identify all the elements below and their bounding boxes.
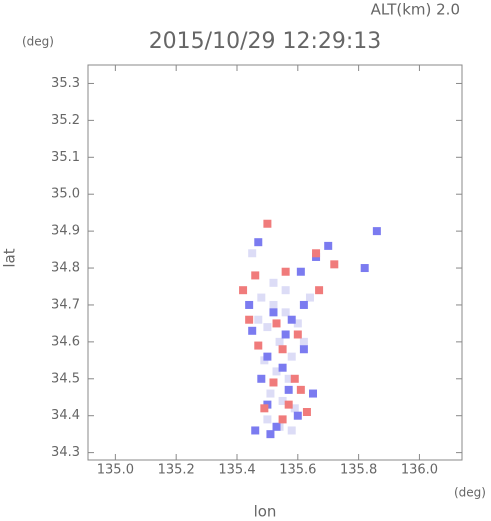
data-cell bbox=[290, 404, 299, 413]
data-cell bbox=[305, 293, 314, 302]
data-cell bbox=[287, 426, 296, 435]
data-cell bbox=[257, 293, 266, 302]
data-cell bbox=[284, 400, 293, 409]
y-tick-label: 34.3 bbox=[51, 445, 80, 460]
data-cell bbox=[293, 330, 302, 339]
data-cell bbox=[330, 260, 339, 269]
annotation: ALT(km) 2.0 bbox=[371, 1, 460, 19]
data-cell bbox=[296, 385, 305, 394]
data-cell bbox=[248, 249, 257, 258]
x-tick-label: 135.0 bbox=[97, 463, 134, 478]
data-cell bbox=[272, 422, 281, 431]
x-unit: (deg) bbox=[454, 486, 486, 500]
data-cell bbox=[272, 367, 281, 376]
data-cell bbox=[248, 326, 257, 335]
data-cell bbox=[360, 264, 369, 273]
data-cell bbox=[299, 345, 308, 354]
y-tick-label: 35.1 bbox=[51, 150, 80, 165]
data-cell bbox=[269, 378, 278, 387]
y-tick-label: 34.7 bbox=[51, 297, 80, 312]
data-cell bbox=[275, 337, 284, 346]
data-cell bbox=[245, 300, 254, 309]
y-tick-label: 34.8 bbox=[51, 261, 80, 276]
data-cell bbox=[263, 352, 272, 361]
x-tick-label: 135.6 bbox=[279, 463, 316, 478]
y-tick-label: 35.0 bbox=[51, 187, 80, 202]
data-cell bbox=[251, 426, 260, 435]
data-cell bbox=[245, 315, 254, 324]
data-cell bbox=[266, 389, 275, 398]
data-cell bbox=[269, 300, 278, 309]
data-cell bbox=[260, 404, 269, 413]
data-cell bbox=[299, 337, 308, 346]
y-tick-label: 35.2 bbox=[51, 113, 80, 128]
data-cell bbox=[254, 315, 263, 324]
data-cell bbox=[272, 319, 281, 328]
x-tick-label: 135.2 bbox=[158, 463, 195, 478]
x-tick-label: 136.0 bbox=[401, 463, 438, 478]
data-cell bbox=[239, 286, 248, 295]
data-cell bbox=[293, 319, 302, 328]
y-tick-label: 34.9 bbox=[51, 224, 80, 239]
y-tick-label: 35.3 bbox=[51, 76, 80, 91]
data-cell bbox=[251, 271, 260, 280]
data-cell bbox=[281, 308, 290, 317]
data-cell bbox=[278, 345, 287, 354]
y-tick-label: 34.6 bbox=[51, 334, 80, 349]
data-cell bbox=[278, 415, 287, 424]
x-tick-label: 135.4 bbox=[218, 463, 255, 478]
data-cell bbox=[281, 286, 290, 295]
data-cell bbox=[315, 286, 324, 295]
data-cell bbox=[254, 341, 263, 350]
y-axis-label: lat bbox=[1, 248, 19, 267]
data-cell bbox=[263, 323, 272, 332]
plot-frame bbox=[87, 64, 463, 461]
data-cell bbox=[269, 278, 278, 287]
data-cell bbox=[293, 411, 302, 420]
x-tick-label: 135.8 bbox=[340, 463, 377, 478]
data-cell bbox=[263, 219, 272, 228]
data-cell bbox=[287, 315, 296, 324]
y-tick-label: 34.5 bbox=[51, 371, 80, 386]
data-cell bbox=[309, 389, 318, 398]
data-cell bbox=[290, 374, 299, 383]
data-cell bbox=[296, 267, 305, 276]
data-cell bbox=[266, 430, 275, 439]
data-cell bbox=[299, 300, 308, 309]
data-cell bbox=[284, 374, 293, 383]
data-cell bbox=[284, 385, 293, 394]
data-cell bbox=[263, 415, 272, 424]
data-cell bbox=[269, 308, 278, 317]
data-cell bbox=[287, 352, 296, 361]
data-cell bbox=[278, 396, 287, 405]
data-cell bbox=[372, 227, 381, 236]
y-tick-label: 34.4 bbox=[51, 408, 80, 423]
data-cell bbox=[257, 374, 266, 383]
data-cell bbox=[278, 363, 287, 372]
data-cell bbox=[281, 267, 290, 276]
y-unit: (deg) bbox=[22, 35, 54, 49]
data-cell bbox=[281, 330, 290, 339]
data-cell bbox=[324, 241, 333, 250]
data-cell bbox=[302, 408, 311, 417]
chart-title: 2015/10/29 12:29:13 bbox=[149, 29, 382, 54]
data-cell bbox=[312, 249, 321, 258]
data-cell bbox=[254, 238, 263, 247]
x-axis-label: lon bbox=[254, 503, 277, 521]
